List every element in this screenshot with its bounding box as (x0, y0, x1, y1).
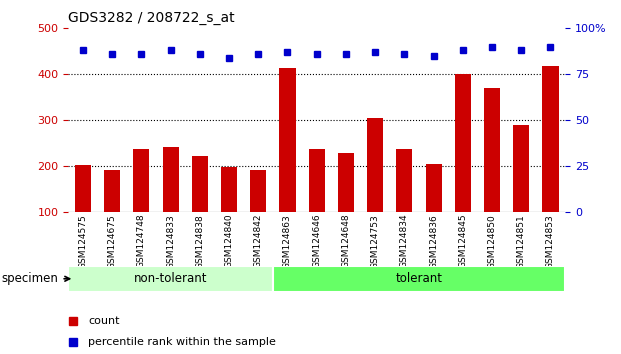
Bar (309, 149, 325, 258)
Bar (425, 164, 442, 258)
Bar (367, 118, 383, 258)
Bar (192, 156, 208, 258)
Bar (543, 66, 558, 258)
Bar (68, 266, 273, 292)
Bar (279, 68, 296, 258)
Bar (250, 170, 266, 258)
Bar (163, 147, 179, 258)
Bar (455, 74, 471, 258)
Bar (338, 154, 354, 258)
Text: non-tolerant: non-tolerant (134, 272, 207, 285)
Text: GDS3282 / 208722_s_at: GDS3282 / 208722_s_at (68, 11, 235, 24)
Text: tolerant: tolerant (396, 272, 443, 285)
Bar (221, 167, 237, 258)
Bar (104, 170, 120, 258)
Bar (396, 149, 412, 258)
Text: specimen: specimen (2, 272, 70, 285)
Text: count: count (88, 316, 120, 326)
Bar (273, 266, 565, 292)
Bar (75, 165, 91, 258)
Text: percentile rank within the sample: percentile rank within the sample (88, 337, 276, 347)
Bar (484, 88, 500, 258)
Bar (134, 149, 150, 258)
Bar (513, 125, 529, 258)
